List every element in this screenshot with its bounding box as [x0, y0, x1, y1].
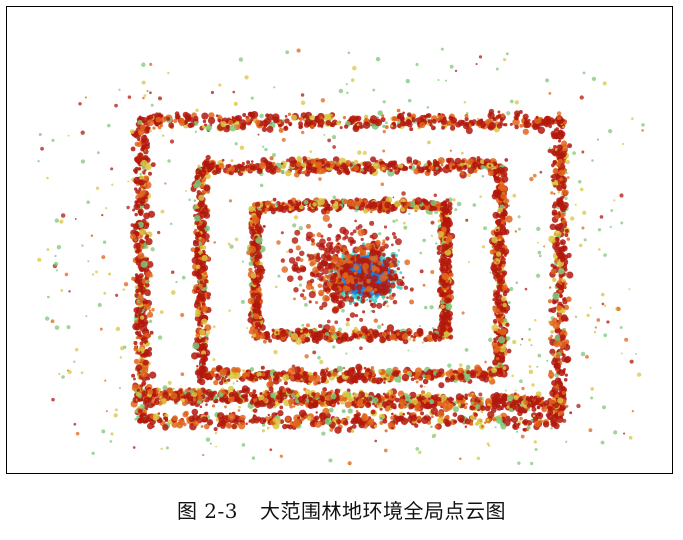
figure-caption: 图 2-3 大范围林地环境全局点云图	[0, 495, 683, 524]
figure-label: 图 2-3	[176, 499, 239, 523]
point-cloud-image	[37, 47, 645, 466]
figure-title: 大范围林地环境全局点云图	[260, 499, 507, 523]
figure-frame	[6, 6, 673, 474]
